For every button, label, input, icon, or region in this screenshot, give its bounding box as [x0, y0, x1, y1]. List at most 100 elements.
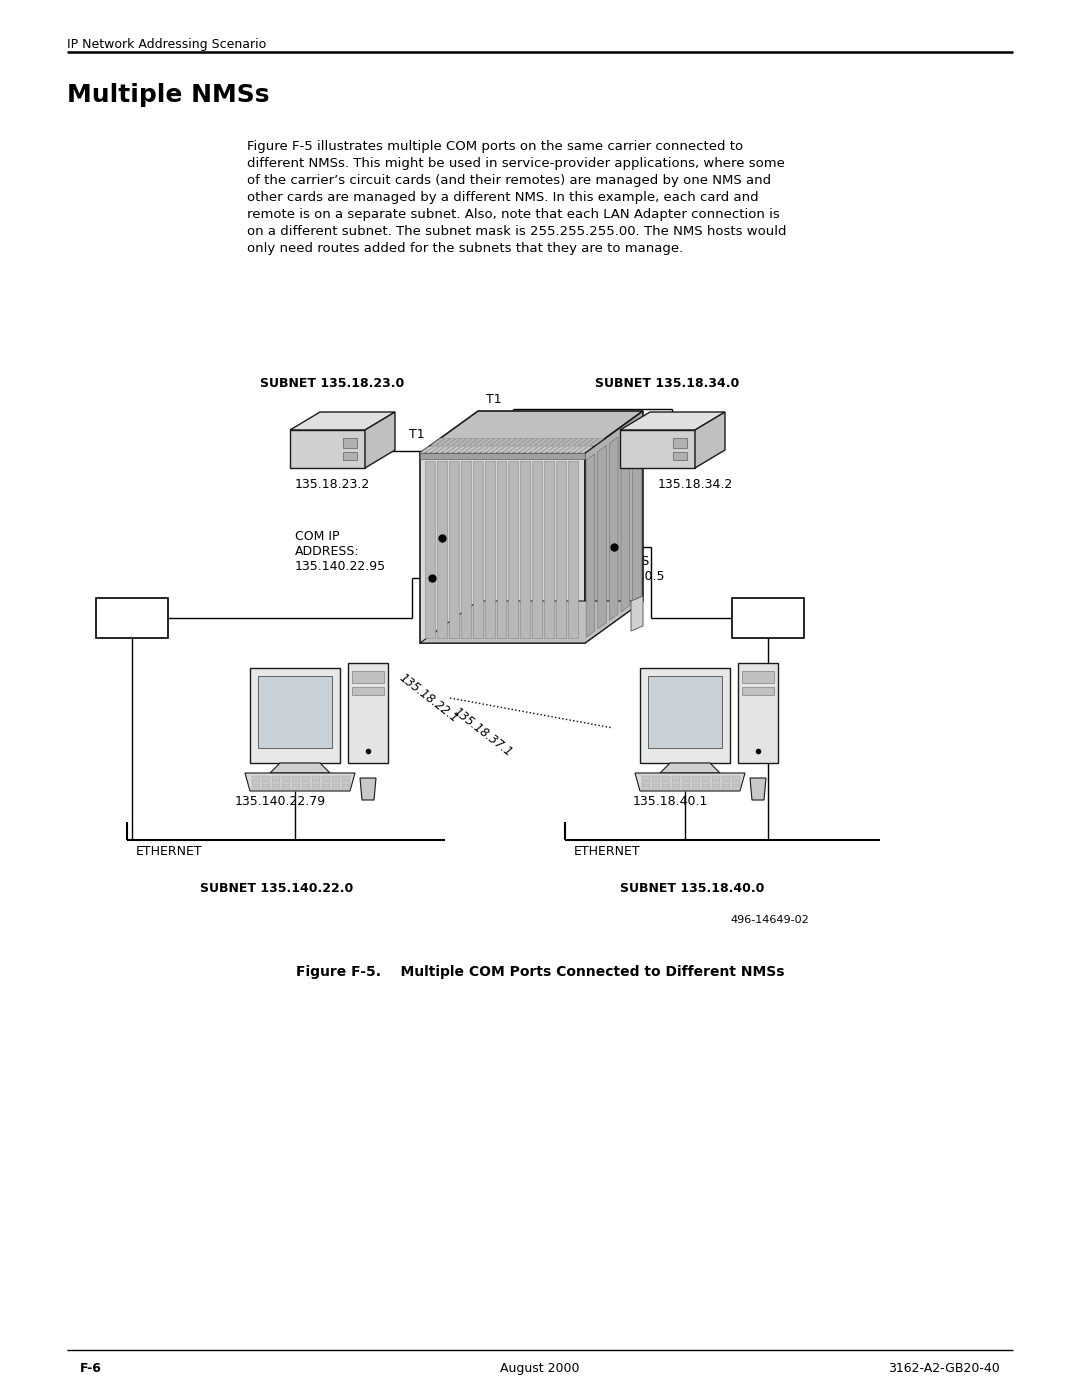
Polygon shape	[672, 781, 680, 785]
Polygon shape	[473, 461, 483, 638]
Polygon shape	[642, 775, 650, 780]
Polygon shape	[291, 430, 365, 468]
Polygon shape	[568, 447, 582, 453]
Polygon shape	[461, 461, 471, 638]
Text: F-6: F-6	[80, 1362, 102, 1375]
Polygon shape	[459, 447, 472, 453]
Text: 135.140.22.79: 135.140.22.79	[234, 795, 325, 807]
Polygon shape	[502, 439, 516, 446]
Polygon shape	[631, 597, 643, 631]
Text: LAN
ADAPTER: LAN ADAPTER	[105, 608, 160, 636]
Polygon shape	[352, 687, 384, 694]
Polygon shape	[652, 787, 660, 789]
Polygon shape	[712, 775, 720, 780]
Polygon shape	[463, 439, 477, 446]
Polygon shape	[272, 787, 280, 789]
Polygon shape	[464, 447, 477, 453]
Polygon shape	[249, 668, 340, 763]
Polygon shape	[681, 787, 690, 789]
Polygon shape	[245, 773, 355, 791]
Polygon shape	[652, 781, 660, 785]
Polygon shape	[480, 439, 495, 446]
Polygon shape	[546, 439, 561, 446]
Polygon shape	[436, 439, 450, 446]
Polygon shape	[702, 775, 710, 780]
Polygon shape	[652, 775, 660, 780]
Polygon shape	[712, 787, 720, 789]
Polygon shape	[474, 439, 488, 446]
Polygon shape	[557, 439, 571, 446]
Polygon shape	[312, 787, 320, 789]
Polygon shape	[640, 668, 730, 763]
Polygon shape	[732, 781, 740, 785]
Text: SUBNET 135.18.40.0: SUBNET 135.18.40.0	[620, 882, 765, 895]
Text: SUBNET 135.18.23.0: SUBNET 135.18.23.0	[260, 377, 404, 390]
Polygon shape	[342, 781, 350, 785]
Polygon shape	[475, 447, 488, 453]
Polygon shape	[270, 763, 330, 773]
Polygon shape	[282, 781, 291, 785]
Polygon shape	[732, 775, 740, 780]
Text: 135.18.23.2: 135.18.23.2	[295, 478, 370, 490]
Polygon shape	[521, 461, 530, 638]
Polygon shape	[420, 453, 585, 460]
Polygon shape	[609, 437, 618, 620]
Text: SUBNET 135.140.22.0: SUBNET 135.140.22.0	[200, 882, 353, 895]
Polygon shape	[597, 446, 607, 629]
Polygon shape	[470, 447, 483, 453]
Polygon shape	[291, 412, 395, 430]
Polygon shape	[642, 781, 650, 785]
Polygon shape	[508, 439, 522, 446]
Polygon shape	[621, 429, 630, 612]
Polygon shape	[497, 447, 510, 453]
Polygon shape	[252, 775, 260, 780]
Polygon shape	[535, 439, 550, 446]
Text: COM IP
ADDRESS:
135.18.40.5: COM IP ADDRESS: 135.18.40.5	[590, 541, 665, 583]
Polygon shape	[672, 775, 680, 780]
Polygon shape	[258, 676, 332, 747]
Polygon shape	[292, 781, 300, 785]
Polygon shape	[532, 461, 542, 638]
Text: IP Network Addressing Scenario: IP Network Addressing Scenario	[67, 38, 267, 52]
Polygon shape	[312, 775, 320, 780]
Polygon shape	[723, 781, 730, 785]
Polygon shape	[469, 439, 483, 446]
Text: LAN
ADAPTER: LAN ADAPTER	[741, 608, 795, 636]
Bar	[96, 598, 168, 638]
Text: 496-14649-02: 496-14649-02	[730, 915, 809, 925]
Text: August 2000: August 2000	[500, 1362, 580, 1375]
Polygon shape	[568, 439, 582, 446]
Polygon shape	[302, 781, 310, 785]
Polygon shape	[541, 447, 554, 453]
Polygon shape	[342, 787, 350, 789]
Polygon shape	[426, 461, 435, 638]
Polygon shape	[322, 787, 330, 789]
Polygon shape	[590, 439, 604, 446]
Polygon shape	[579, 439, 593, 446]
Polygon shape	[348, 664, 388, 763]
Polygon shape	[343, 439, 357, 448]
Polygon shape	[712, 781, 720, 785]
Polygon shape	[420, 601, 643, 643]
Polygon shape	[513, 439, 527, 446]
Polygon shape	[449, 461, 459, 638]
Polygon shape	[662, 775, 670, 780]
Text: of the carrier’s circuit cards (and their remotes) are managed by one NMS and: of the carrier’s circuit cards (and thei…	[247, 175, 771, 187]
Polygon shape	[447, 447, 460, 453]
Polygon shape	[546, 447, 559, 453]
Polygon shape	[312, 781, 320, 785]
Polygon shape	[742, 671, 774, 683]
Polygon shape	[536, 447, 549, 453]
Text: 135.18.34.2: 135.18.34.2	[658, 478, 733, 490]
Polygon shape	[420, 453, 585, 643]
Text: remote is on a separate subnet. Also, note that each LAN Adapter connection is: remote is on a separate subnet. Also, no…	[247, 208, 780, 221]
Polygon shape	[723, 787, 730, 789]
Polygon shape	[648, 676, 723, 747]
Polygon shape	[673, 439, 687, 448]
Polygon shape	[352, 671, 384, 683]
Polygon shape	[692, 781, 700, 785]
Text: different NMSs. This might be used in service-provider applications, where some: different NMSs. This might be used in se…	[247, 156, 785, 170]
Polygon shape	[681, 781, 690, 785]
Polygon shape	[580, 447, 593, 453]
Polygon shape	[509, 461, 518, 638]
